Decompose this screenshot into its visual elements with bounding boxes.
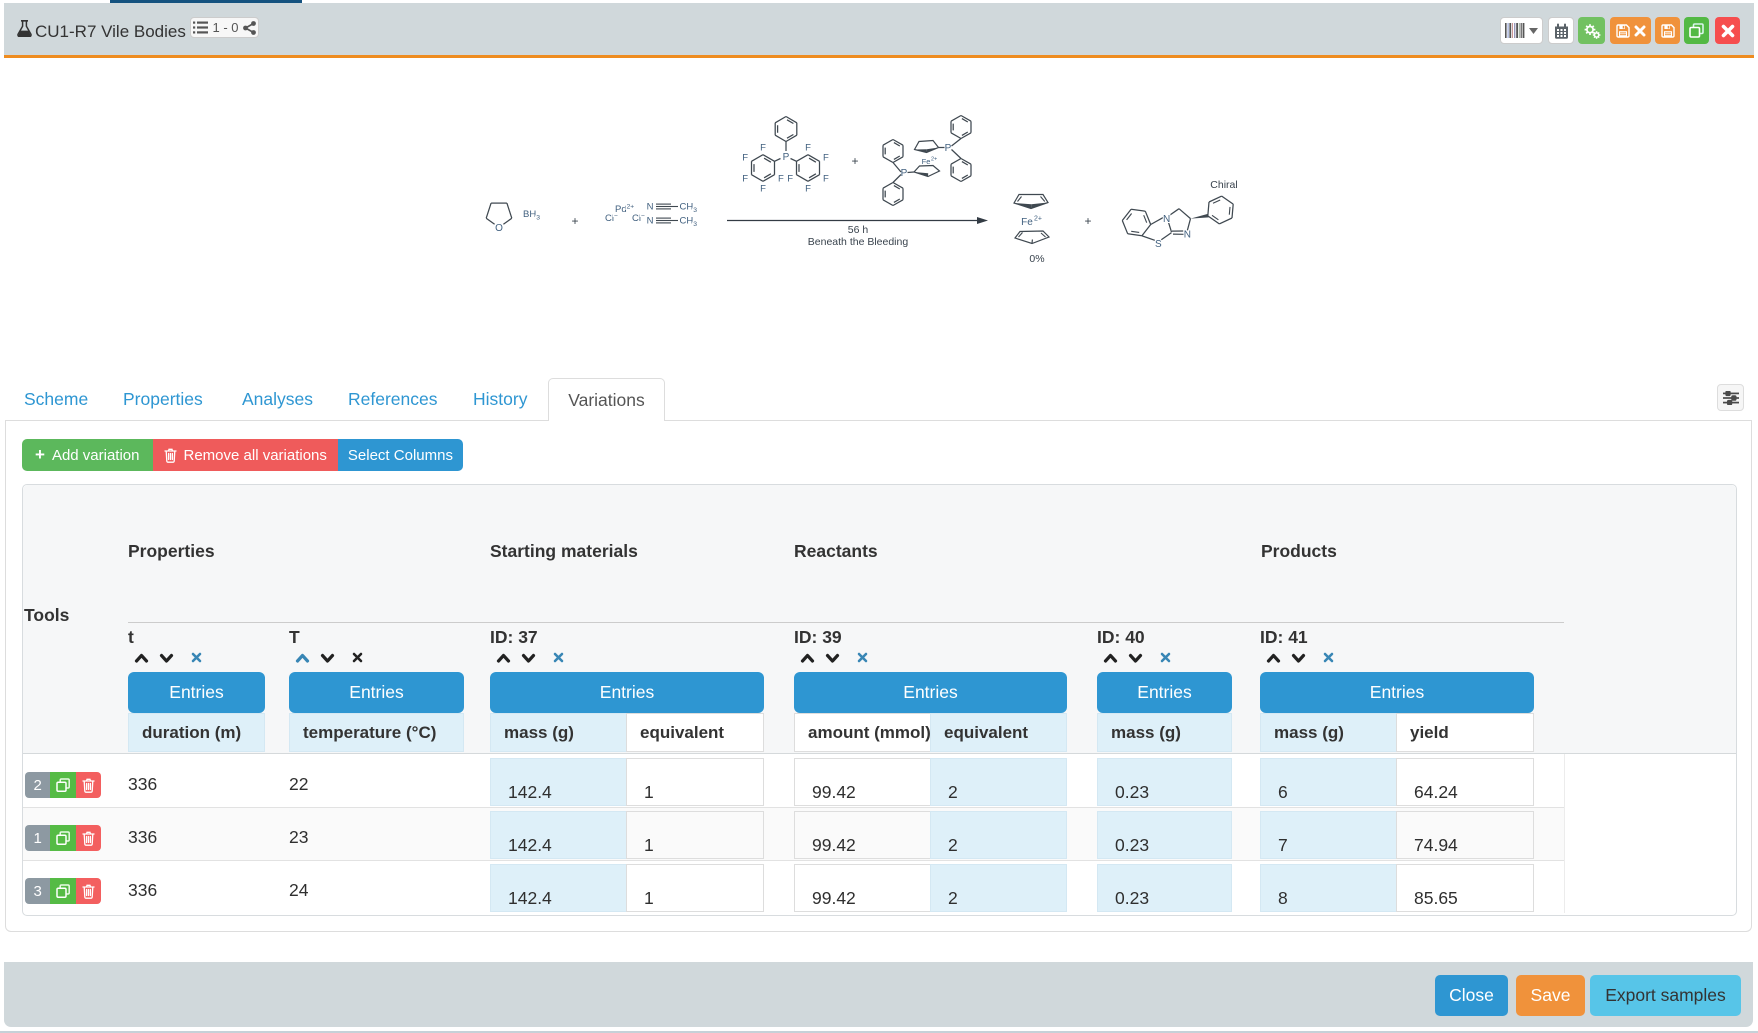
svg-text:F: F — [787, 173, 793, 184]
svg-text:CH3: CH3 — [680, 202, 698, 215]
svg-text:Cl−: Cl− — [605, 213, 618, 225]
svg-text:2+: 2+ — [1034, 216, 1042, 223]
svg-text:F: F — [805, 184, 811, 195]
svg-text:N: N — [647, 202, 654, 213]
svg-text:0%: 0% — [1029, 253, 1044, 265]
svg-text:+: + — [851, 154, 858, 168]
svg-text:F: F — [760, 142, 766, 153]
svg-text:N: N — [647, 216, 654, 227]
svg-text:F: F — [805, 142, 811, 153]
svg-text:Chiral: Chiral — [1210, 179, 1237, 191]
svg-text:56 h: 56 h — [848, 224, 869, 236]
svg-text:N: N — [1163, 214, 1170, 225]
svg-text:Fe: Fe — [1021, 217, 1033, 228]
svg-text:F: F — [760, 184, 766, 195]
svg-text:N: N — [1184, 229, 1191, 240]
svg-text:F: F — [742, 153, 748, 164]
svg-text:F: F — [778, 173, 784, 184]
svg-text:Beneath the Bleeding: Beneath the Bleeding — [808, 236, 909, 248]
svg-text:CH3: CH3 — [680, 216, 698, 229]
svg-text:F: F — [823, 173, 829, 184]
svg-text:+: + — [1084, 214, 1091, 228]
svg-text:2+: 2+ — [931, 157, 937, 163]
svg-text:BH3: BH3 — [523, 209, 540, 222]
svg-text:P: P — [901, 168, 908, 179]
svg-text:P: P — [783, 152, 790, 163]
svg-text:F: F — [742, 173, 748, 184]
svg-text:Cl−: Cl− — [632, 213, 645, 225]
svg-text:S: S — [1155, 239, 1162, 250]
svg-text:O: O — [495, 223, 503, 234]
svg-text:F: F — [823, 153, 829, 164]
svg-text:+: + — [571, 214, 578, 228]
svg-text:P: P — [945, 143, 952, 154]
svg-text:Fe: Fe — [922, 157, 931, 166]
